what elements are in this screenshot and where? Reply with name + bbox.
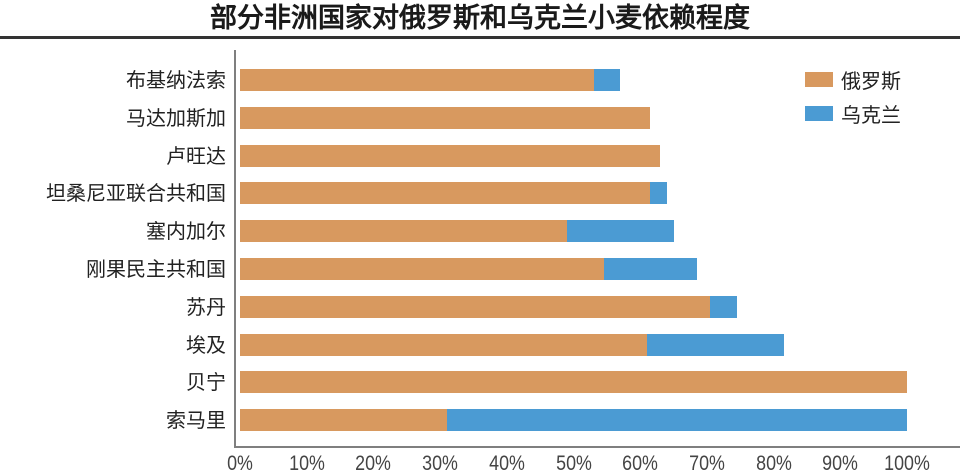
bar-segment-russia <box>240 409 447 432</box>
x-tick-label: 30% <box>422 452 458 475</box>
bar-segment-russia <box>240 258 604 280</box>
category-label: 索马里 <box>166 408 226 433</box>
legend-item-ukraine: 乌克兰 <box>805 96 901 130</box>
bar-segment-russia <box>240 69 594 91</box>
legend-swatch-ukraine <box>805 105 833 121</box>
bar-segment-russia <box>240 144 661 167</box>
bar-segment-ukraine <box>566 220 674 243</box>
category-label: 坦桑尼亚联合共和国 <box>46 181 226 206</box>
x-tick-label: 90% <box>822 452 859 475</box>
bar-segment-ukraine <box>650 182 667 205</box>
bar-row <box>240 333 784 356</box>
bar-segment-ukraine <box>446 409 907 432</box>
x-tick-label: 10% <box>288 452 325 475</box>
category-label: 马达加斯加 <box>126 105 226 130</box>
legend-swatch-russia <box>805 71 833 87</box>
legend-label-russia: 俄罗斯 <box>841 68 901 93</box>
bar-row <box>240 144 661 167</box>
x-tick-label: 60% <box>622 452 659 475</box>
bar-row <box>240 106 651 129</box>
x-tick-label: 40% <box>488 452 525 475</box>
bar-segment-ukraine <box>710 295 737 318</box>
x-tick-label: 0% <box>227 452 253 475</box>
bar-segment-russia <box>240 371 907 394</box>
category-label: 卢旺达 <box>166 143 226 168</box>
bar-row <box>240 371 907 394</box>
x-tick-label: 50% <box>555 452 592 475</box>
bar-segment-ukraine <box>593 69 621 91</box>
x-tick-label: 20% <box>355 452 392 475</box>
category-label: 布基纳法索 <box>126 68 226 92</box>
category-label: 塞内加尔 <box>146 219 226 244</box>
category-label: 刚果民主共和国 <box>86 257 226 281</box>
bar-row <box>240 182 667 205</box>
x-tick-label: 80% <box>755 452 792 475</box>
bar-segment-russia <box>240 106 651 129</box>
category-label: 苏丹 <box>186 294 226 319</box>
bar-row <box>240 220 674 243</box>
chart-title: 部分非洲国家对俄罗斯和乌克兰小麦依赖程度 <box>210 3 750 34</box>
bar-segment-ukraine <box>646 333 784 356</box>
legend: 俄罗斯 乌克兰 <box>805 62 901 130</box>
title-divider <box>0 36 960 39</box>
legend-label-ukraine: 乌克兰 <box>841 102 901 127</box>
x-tick-label: 70% <box>689 452 725 475</box>
bar-segment-ukraine <box>603 258 697 280</box>
x-tick-label: 100% <box>884 452 930 475</box>
bar-segment-russia <box>240 333 647 356</box>
bar-row <box>240 295 737 318</box>
bar-segment-russia <box>240 220 567 243</box>
bar-row <box>240 258 697 280</box>
bar-segment-russia <box>240 295 711 318</box>
category-label: 贝宁 <box>186 370 226 395</box>
bar-row <box>240 409 907 432</box>
plot-area <box>234 50 960 448</box>
bar-row <box>240 69 621 91</box>
category-label: 埃及 <box>186 332 226 357</box>
bar-segment-russia <box>240 182 651 205</box>
legend-item-russia: 俄罗斯 <box>805 62 901 96</box>
